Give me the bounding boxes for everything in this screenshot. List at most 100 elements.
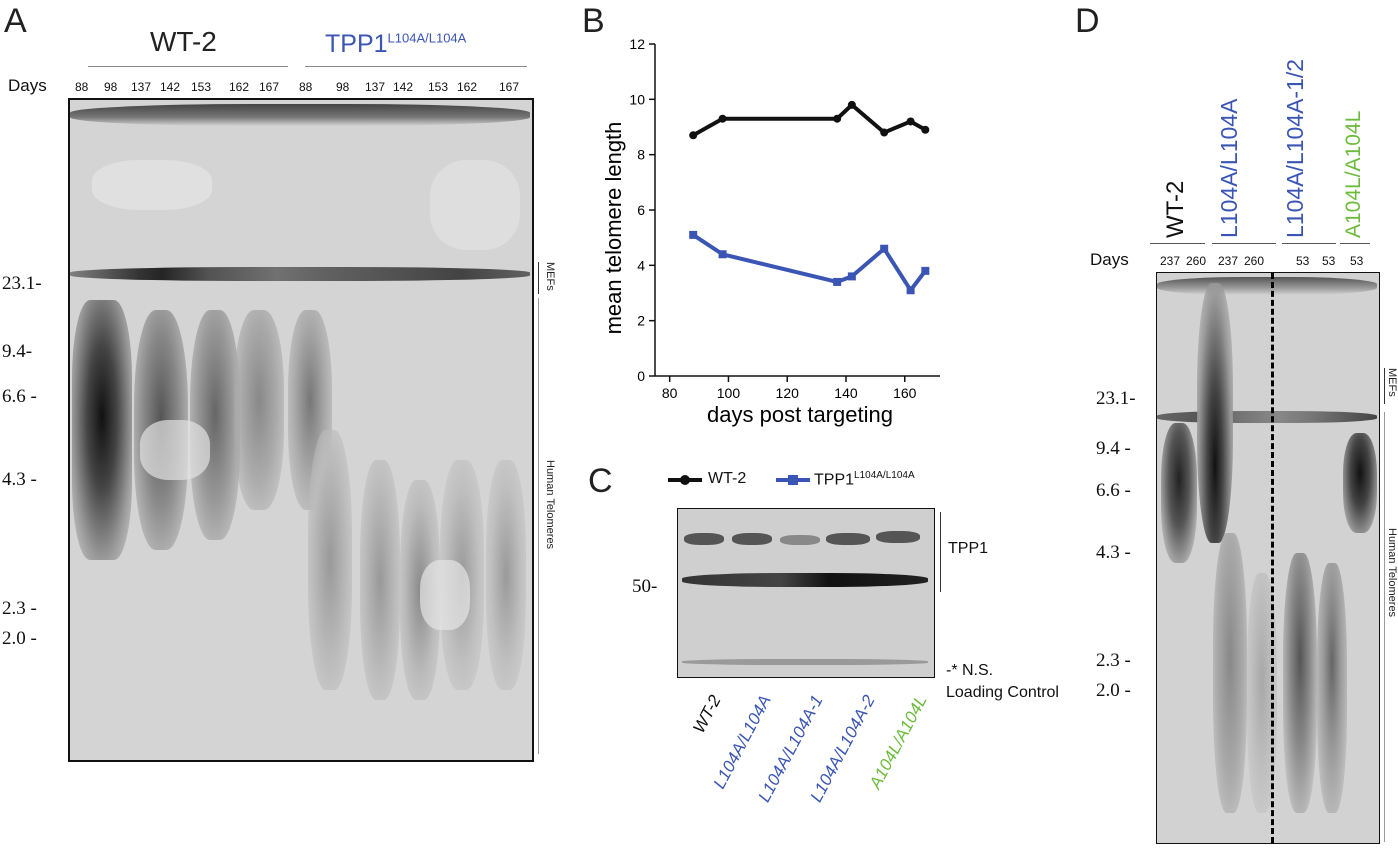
day-label-d: 53: [1350, 254, 1364, 268]
marker-a: 9.4-: [2, 341, 33, 362]
telomere-length-chart: 0 2 4 6 8 10 12 80 100 120 140 160 days post target…: [601, 36, 940, 427]
gel-d: [1156, 272, 1380, 844]
legend-marker-wt: [680, 475, 690, 485]
panel-a-letter: A: [4, 2, 27, 40]
day-label-d: 260: [1244, 254, 1265, 268]
data-point-wt: [718, 114, 727, 123]
data-point-mut: [833, 277, 842, 286]
loading-control-label: Loading Control: [946, 684, 1059, 701]
day-label-a-wt: 162: [229, 80, 250, 94]
y-tick-label: 4: [637, 257, 645, 273]
day-label-a-wt: 137: [131, 80, 152, 94]
y-tick-label: 10: [629, 91, 645, 107]
data-point-mut: [718, 250, 727, 259]
day-label-d: 237: [1160, 254, 1181, 268]
ns-label: -* N.S.: [946, 662, 994, 679]
marker-a: 2.0 -: [2, 628, 37, 649]
data-point-wt: [921, 125, 930, 134]
bracket-mefs-d: [1384, 368, 1385, 404]
data-point-wt: [880, 128, 889, 137]
x-tick-label: 140: [834, 385, 858, 401]
day-label-a-mut: 153: [428, 80, 449, 94]
marker-a: 4.3 -: [2, 469, 37, 490]
day-label-d: 53: [1296, 254, 1310, 268]
chart-axes: 0 2 4 6 8 10 12 80 100 120 140 160: [629, 36, 940, 401]
legend-marker-mut: [788, 475, 798, 485]
day-label-a-mut: 162: [457, 80, 478, 94]
side-label-human-d: Human Telomeres: [1386, 528, 1398, 618]
bracket-human-a: [538, 298, 539, 754]
group-label-d: WT-2: [1162, 180, 1189, 238]
gel-c: [677, 508, 935, 678]
marker-a: 6.6 -: [2, 386, 37, 407]
marker-d: 9.4 -: [1096, 438, 1131, 459]
day-label-a-mut: 88: [299, 80, 313, 94]
group-label-d: L104A/L104A-1/2: [1282, 58, 1308, 238]
marker-a: 23.1-: [2, 273, 42, 294]
data-point-wt: [689, 131, 698, 140]
group-line-wt: [88, 66, 288, 67]
side-label-mefs-a: MEFs: [544, 262, 556, 291]
day-label-a-wt: 153: [191, 80, 212, 94]
data-point-mut: [847, 272, 856, 281]
day-label-a-wt: 88: [75, 80, 89, 94]
day-label-a-mut: 142: [393, 80, 414, 94]
marker-d: 23.1-: [1096, 388, 1136, 409]
day-label-a-wt: 98: [104, 80, 118, 94]
x-tick-label: 160: [893, 385, 917, 401]
y-tick-label: 12: [629, 36, 645, 52]
data-point-mut: [906, 286, 915, 295]
days-label-a: Days: [8, 76, 47, 95]
day-label-d: 53: [1322, 254, 1336, 268]
group-line-d: [1340, 243, 1370, 244]
bracket-tpp1: [940, 512, 941, 592]
group-line-d: [1282, 243, 1336, 244]
bracket-mefs-a: [538, 262, 539, 294]
legend-label-mut: TPP1L104A/L104A: [814, 470, 915, 489]
marker-d: 2.0 -: [1096, 680, 1131, 701]
data-point-wt: [833, 114, 842, 123]
y-tick-label: 0: [637, 368, 645, 384]
marker-d: 2.3 -: [1096, 650, 1131, 671]
y-tick-label: 8: [637, 147, 645, 163]
group-label-d: A104L/A104L: [1342, 110, 1365, 238]
panel-c-letter: C: [588, 462, 613, 500]
marker-a: 2.3 -: [2, 598, 37, 619]
chart-series: [689, 100, 930, 295]
group-label-mut: TPP1L104A/L104A: [325, 30, 467, 58]
x-tick-label: 120: [776, 385, 800, 401]
day-label-a-mut: 98: [336, 80, 350, 94]
x-tick-label: 80: [662, 385, 678, 401]
series-line-mut: [692, 233, 927, 293]
y-tick-label: 6: [637, 202, 645, 218]
group-line-mut: [305, 66, 527, 67]
day-label-a-wt: 167: [259, 80, 280, 94]
group-line-d: [1212, 243, 1276, 244]
data-point-mut: [880, 244, 889, 253]
day-label-a-mut: 137: [365, 80, 386, 94]
day-label-a-mut: 167: [499, 80, 520, 94]
marker-c-50: 50-: [632, 576, 658, 597]
day-label-a-wt: 142: [160, 80, 181, 94]
legend-label-wt: WT-2: [708, 470, 747, 487]
day-label-d: 260: [1186, 254, 1207, 268]
tpp1-label: TPP1: [948, 540, 989, 557]
gel-a: [68, 98, 534, 762]
days-label-d: Days: [1090, 250, 1129, 269]
data-point-wt: [906, 117, 915, 126]
series-line-wt: [692, 102, 927, 138]
side-label-human-a: Human Telomeres: [544, 460, 556, 550]
group-line-d: [1150, 243, 1205, 244]
data-point-mut: [921, 266, 930, 275]
group-label-wt: WT-2: [150, 26, 217, 57]
day-label-d: 237: [1218, 254, 1239, 268]
marker-d: 6.6 -: [1096, 480, 1131, 501]
bracket-human-d: [1384, 412, 1385, 842]
panel-d-letter: D: [1075, 2, 1100, 40]
side-label-mefs-d: MEFs: [1386, 368, 1398, 397]
data-point-mut: [689, 230, 698, 239]
group-label-d: L104A/L104A: [1216, 98, 1242, 238]
y-tick-label: 2: [637, 313, 645, 329]
marker-d: 4.3 -: [1096, 542, 1131, 563]
x-axis-label: days post targeting: [707, 402, 893, 427]
